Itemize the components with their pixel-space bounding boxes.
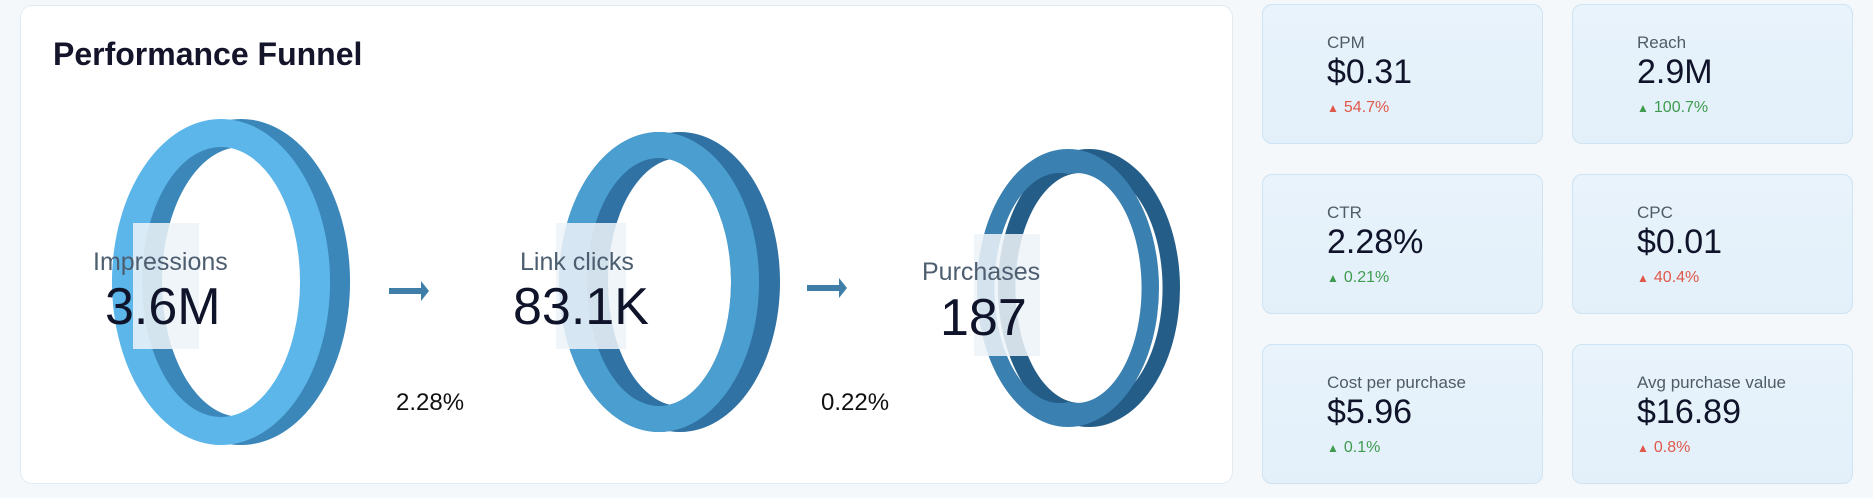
trend-up-icon: ▲ bbox=[1637, 271, 1649, 285]
kpi-delta: ▲ 54.7% bbox=[1327, 99, 1389, 117]
kpi-label: CTR bbox=[1327, 203, 1362, 222]
kpi-delta-value: 0.1% bbox=[1343, 439, 1381, 456]
kpi-delta-value: 0.21% bbox=[1343, 269, 1390, 286]
kpi-label: CPC bbox=[1637, 203, 1673, 222]
trend-up-icon: ▲ bbox=[1327, 271, 1339, 285]
trend-up-icon: ▲ bbox=[1637, 101, 1649, 115]
kpi-delta-value: 40.4% bbox=[1653, 269, 1700, 286]
funnel-title: Performance Funnel bbox=[53, 36, 363, 72]
kpi-value: $0.01 bbox=[1637, 223, 1723, 261]
stage-label-purchases: Purchases bbox=[922, 258, 1041, 286]
kpi-value: 2.28% bbox=[1327, 223, 1424, 261]
kpi-card-ctr[interactable]: CTR 2.28% ▲ 0.21% bbox=[1262, 174, 1543, 314]
kpi-card-cpm[interactable]: CPM $0.31 ▲ 54.7% bbox=[1262, 4, 1543, 144]
kpi-label: Avg purchase value bbox=[1637, 373, 1787, 392]
kpi-delta-value: 0.8% bbox=[1653, 439, 1691, 456]
kpi-label: Reach bbox=[1637, 33, 1687, 52]
ring-purchases bbox=[974, 149, 1180, 427]
conversion-rate-purchases: 0.22% bbox=[821, 389, 890, 416]
kpi-delta: ▲ 0.21% bbox=[1327, 269, 1389, 287]
kpi-label: CPM bbox=[1327, 33, 1365, 52]
stage-label-link-clicks: Link clicks bbox=[520, 248, 634, 276]
conversion-rate-clicks: 2.28% bbox=[396, 389, 465, 416]
performance-funnel-card: Performance Funnel Impressions 3.6 bbox=[20, 5, 1233, 484]
kpi-value: 2.9M bbox=[1637, 53, 1713, 91]
stage-value-link-clicks: 83.1K bbox=[513, 278, 649, 336]
ring-link-clicks bbox=[556, 132, 780, 432]
trend-up-icon: ▲ bbox=[1637, 441, 1649, 455]
kpi-delta: ▲ 0.1% bbox=[1327, 439, 1380, 457]
trend-up-icon: ▲ bbox=[1327, 101, 1339, 115]
stage-value-purchases: 187 bbox=[940, 289, 1027, 347]
kpi-delta: ▲ 40.4% bbox=[1637, 269, 1699, 287]
stage-label-impressions: Impressions bbox=[93, 248, 228, 276]
kpi-card-cpc[interactable]: CPC $0.01 ▲ 40.4% bbox=[1572, 174, 1853, 314]
kpi-label: Cost per purchase bbox=[1327, 373, 1466, 392]
arrow-icon bbox=[807, 278, 847, 298]
ring-impressions bbox=[111, 118, 351, 445]
kpi-delta: ▲ 100.7% bbox=[1637, 99, 1708, 117]
kpi-card-avg-purchase-value[interactable]: Avg purchase value $16.89 ▲ 0.8% bbox=[1572, 344, 1853, 484]
kpi-card-reach[interactable]: Reach 2.9M ▲ 100.7% bbox=[1572, 4, 1853, 144]
kpi-card-cost-per-purchase[interactable]: Cost per purchase $5.96 ▲ 0.1% bbox=[1262, 344, 1543, 484]
kpi-value: $0.31 bbox=[1327, 53, 1413, 91]
trend-up-icon: ▲ bbox=[1327, 441, 1339, 455]
kpi-value: $5.96 bbox=[1327, 393, 1413, 431]
stage-value-impressions: 3.6M bbox=[105, 278, 221, 336]
arrow-icon bbox=[389, 281, 429, 301]
kpi-value: $16.89 bbox=[1637, 393, 1741, 431]
funnel-rings bbox=[111, 118, 1180, 445]
kpi-delta: ▲ 0.8% bbox=[1637, 439, 1690, 457]
kpi-delta-value: 54.7% bbox=[1343, 99, 1390, 116]
kpi-delta-value: 100.7% bbox=[1653, 99, 1709, 116]
